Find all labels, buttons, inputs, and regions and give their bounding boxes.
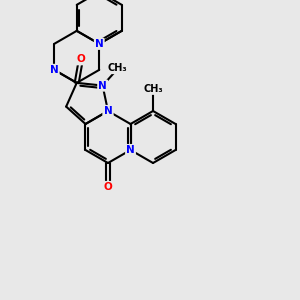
- Text: O: O: [103, 182, 112, 192]
- Text: N: N: [50, 65, 58, 75]
- Text: CH₃: CH₃: [108, 63, 127, 73]
- Text: N: N: [103, 106, 112, 116]
- Text: CH₃: CH₃: [143, 84, 163, 94]
- Text: N: N: [98, 81, 107, 91]
- Text: O: O: [76, 54, 85, 64]
- Text: N: N: [126, 145, 135, 155]
- Text: N: N: [103, 106, 112, 116]
- Text: N: N: [95, 39, 103, 49]
